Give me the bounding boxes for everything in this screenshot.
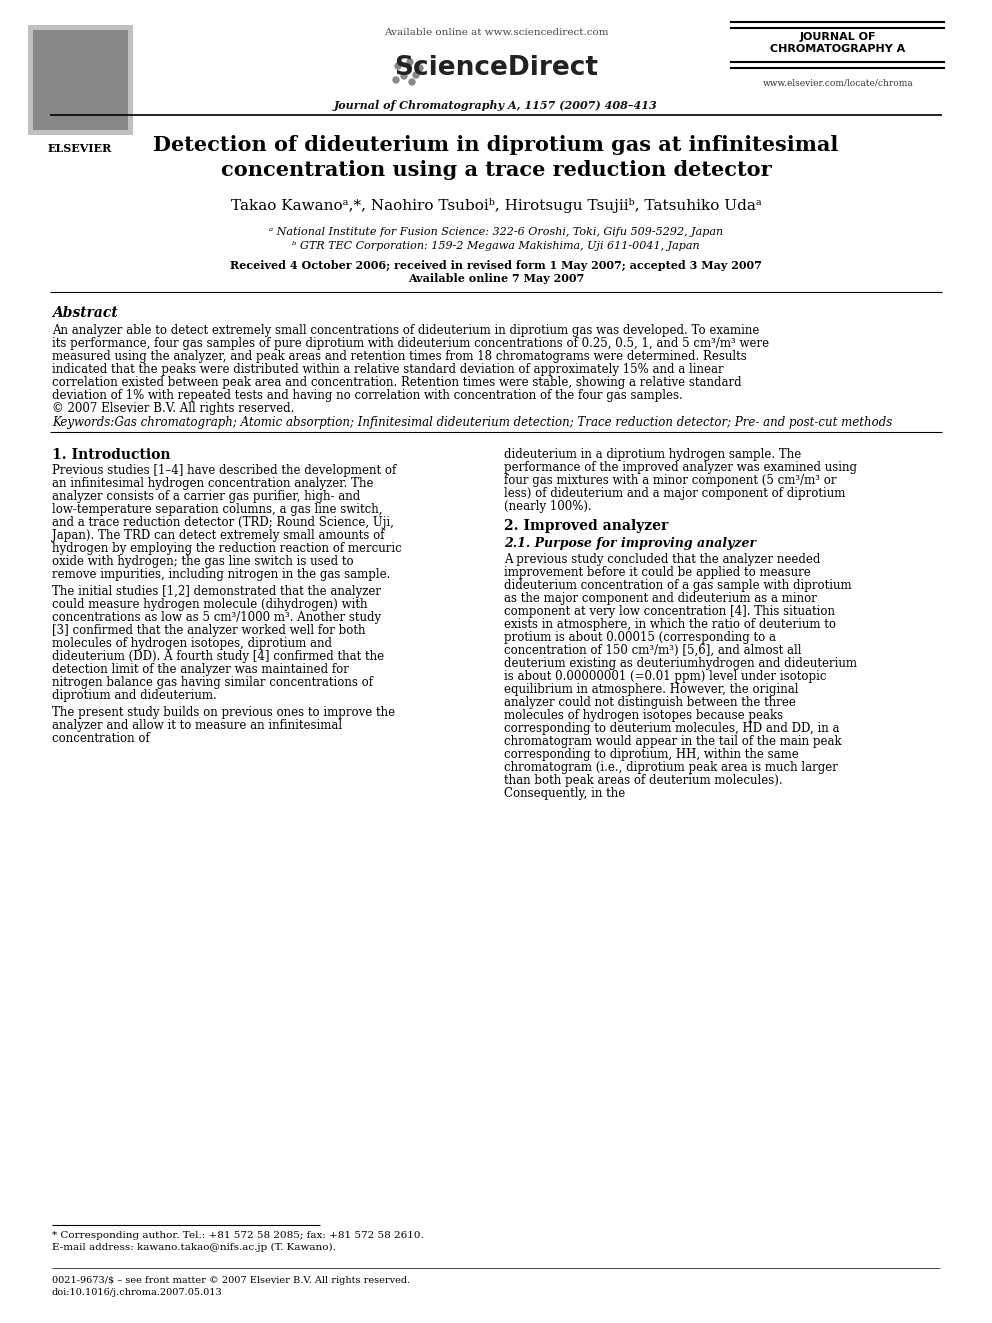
Text: Journal of Chromatography A, 1157 (2007) 408–413: Journal of Chromatography A, 1157 (2007)…: [334, 101, 658, 111]
Text: protium is about 0.00015 (corresponding to a: protium is about 0.00015 (corresponding …: [504, 631, 776, 644]
Text: component at very low concentration [4]. This situation: component at very low concentration [4].…: [504, 605, 835, 618]
Text: Received 4 October 2006; received in revised form 1 May 2007; accepted 3 May 200: Received 4 October 2006; received in rev…: [230, 261, 762, 271]
Circle shape: [395, 64, 401, 69]
Text: molecules of hydrogen isotopes, diprotium and: molecules of hydrogen isotopes, diprotiu…: [52, 636, 332, 650]
Text: doi:10.1016/j.chroma.2007.05.013: doi:10.1016/j.chroma.2007.05.013: [52, 1289, 223, 1297]
Text: an infinitesimal hydrogen concentration analyzer. The: an infinitesimal hydrogen concentration …: [52, 478, 374, 490]
Text: 0021-9673/$ – see front matter © 2007 Elsevier B.V. All rights reserved.: 0021-9673/$ – see front matter © 2007 El…: [52, 1275, 411, 1285]
Text: ScienceDirect: ScienceDirect: [394, 56, 598, 81]
Circle shape: [417, 65, 423, 71]
Circle shape: [401, 73, 407, 79]
Text: 2.1. Purpose for improving analyzer: 2.1. Purpose for improving analyzer: [504, 537, 756, 550]
Text: (nearly 100%).: (nearly 100%).: [504, 500, 592, 513]
Text: CHROMATOGRAPHY A: CHROMATOGRAPHY A: [771, 44, 906, 54]
Text: JOURNAL OF: JOURNAL OF: [800, 32, 876, 42]
Text: as the major component and dideuterium as a minor: as the major component and dideuterium a…: [504, 591, 816, 605]
Text: dideuterium in a diprotium hydrogen sample. The: dideuterium in a diprotium hydrogen samp…: [504, 448, 802, 460]
Text: less) of dideuterium and a major component of diprotium: less) of dideuterium and a major compone…: [504, 487, 845, 500]
Text: Japan). The TRD can detect extremely small amounts of: Japan). The TRD can detect extremely sma…: [52, 529, 385, 542]
Text: 2. Improved analyzer: 2. Improved analyzer: [504, 519, 669, 533]
Text: could measure hydrogen molecule (dihydrogen) with: could measure hydrogen molecule (dihydro…: [52, 598, 367, 611]
Text: chromatogram (i.e., diprotium peak area is much larger: chromatogram (i.e., diprotium peak area …: [504, 761, 838, 774]
Text: Available online at www.sciencedirect.com: Available online at www.sciencedirect.co…: [384, 28, 608, 37]
Text: Available online 7 May 2007: Available online 7 May 2007: [408, 273, 584, 284]
Text: dideuterium concentration of a gas sample with diprotium: dideuterium concentration of a gas sampl…: [504, 579, 851, 591]
Text: dideuterium (DD). A fourth study [4] confirmed that the: dideuterium (DD). A fourth study [4] con…: [52, 650, 384, 663]
Text: deviation of 1% with repeated tests and having no correlation with concentration: deviation of 1% with repeated tests and …: [52, 389, 682, 402]
Text: 1. Introduction: 1. Introduction: [52, 448, 171, 462]
Text: concentration of: concentration of: [52, 732, 150, 745]
Text: deuterium existing as deuteriumhydrogen and dideuterium: deuterium existing as deuteriumhydrogen …: [504, 658, 857, 669]
Text: hydrogen by employing the reduction reaction of mercuric: hydrogen by employing the reduction reac…: [52, 542, 402, 556]
Circle shape: [413, 71, 419, 78]
Text: Keywords:: Keywords:: [52, 415, 114, 429]
Text: performance of the improved analyzer was examined using: performance of the improved analyzer was…: [504, 460, 857, 474]
Text: concentration using a trace reduction detector: concentration using a trace reduction de…: [220, 160, 772, 180]
Text: analyzer consists of a carrier gas purifier, high- and: analyzer consists of a carrier gas purif…: [52, 490, 360, 503]
Text: Gas chromatograph; Atomic absorption; Infinitesimal dideuterium detection; Trace: Gas chromatograph; Atomic absorption; In…: [107, 415, 892, 429]
Text: corresponding to diprotium, HH, within the same: corresponding to diprotium, HH, within t…: [504, 747, 799, 761]
Text: remove impurities, including nitrogen in the gas sample.: remove impurities, including nitrogen in…: [52, 568, 391, 581]
Text: Previous studies [1–4] have described the development of: Previous studies [1–4] have described th…: [52, 464, 396, 478]
Text: © 2007 Elsevier B.V. All rights reserved.: © 2007 Elsevier B.V. All rights reserved…: [52, 402, 295, 415]
FancyBboxPatch shape: [33, 30, 128, 130]
Text: four gas mixtures with a minor component (5 cm³/m³ or: four gas mixtures with a minor component…: [504, 474, 836, 487]
Text: * Corresponding author. Tel.: +81 572 58 2085; fax: +81 572 58 2610.: * Corresponding author. Tel.: +81 572 58…: [52, 1230, 424, 1240]
Text: The present study builds on previous ones to improve the: The present study builds on previous one…: [52, 706, 395, 718]
Text: E-mail address: kawano.takao@nifs.ac.jp (T. Kawano).: E-mail address: kawano.takao@nifs.ac.jp …: [52, 1244, 336, 1252]
Text: its performance, four gas samples of pure diprotium with dideuterium concentrati: its performance, four gas samples of pur…: [52, 337, 769, 351]
Circle shape: [407, 60, 413, 65]
Text: measured using the analyzer, and peak areas and retention times from 18 chromato: measured using the analyzer, and peak ar…: [52, 351, 747, 363]
Text: The initial studies [1,2] demonstrated that the analyzer: The initial studies [1,2] demonstrated t…: [52, 585, 381, 598]
Text: indicated that the peaks were distributed within a relative standard deviation o: indicated that the peaks were distribute…: [52, 363, 723, 376]
Text: Consequently, in the: Consequently, in the: [504, 787, 625, 800]
Text: concentration of 150 cm³/m³) [5,6], and almost all: concentration of 150 cm³/m³) [5,6], and …: [504, 644, 802, 658]
Text: analyzer and allow it to measure an infinitesimal: analyzer and allow it to measure an infi…: [52, 718, 342, 732]
Text: A previous study concluded that the analyzer needed: A previous study concluded that the anal…: [504, 553, 820, 566]
Text: concentrations as low as 5 cm³/1000 m³. Another study: concentrations as low as 5 cm³/1000 m³. …: [52, 611, 381, 624]
Text: diprotium and dideuterium.: diprotium and dideuterium.: [52, 689, 216, 703]
FancyBboxPatch shape: [28, 25, 133, 135]
Text: ELSEVIER: ELSEVIER: [48, 143, 112, 153]
Circle shape: [409, 79, 415, 85]
Text: ᵇ GTR TEC Corporation: 159-2 Megawa Makishima, Uji 611-0041, Japan: ᵇ GTR TEC Corporation: 159-2 Megawa Maki…: [293, 241, 699, 251]
Text: oxide with hydrogen; the gas line switch is used to: oxide with hydrogen; the gas line switch…: [52, 556, 353, 568]
Circle shape: [393, 77, 399, 83]
Text: www.elsevier.com/locate/chroma: www.elsevier.com/locate/chroma: [763, 78, 914, 87]
Text: than both peak areas of deuterium molecules).: than both peak areas of deuterium molecu…: [504, 774, 783, 787]
Text: An analyzer able to detect extremely small concentrations of dideuterium in dipr: An analyzer able to detect extremely sma…: [52, 324, 759, 337]
Text: Abstract: Abstract: [52, 306, 118, 320]
Text: low-temperature separation columns, a gas line switch,: low-temperature separation columns, a ga…: [52, 503, 383, 516]
Text: and a trace reduction detector (TRD; Round Science, Uji,: and a trace reduction detector (TRD; Rou…: [52, 516, 394, 529]
Text: corresponding to deuterium molecules, HD and DD, in a: corresponding to deuterium molecules, HD…: [504, 722, 839, 736]
Text: analyzer could not distinguish between the three: analyzer could not distinguish between t…: [504, 696, 796, 709]
Text: equilibrium in atmosphere. However, the original: equilibrium in atmosphere. However, the …: [504, 683, 799, 696]
Text: detection limit of the analyzer was maintained for: detection limit of the analyzer was main…: [52, 663, 349, 676]
Text: ᵃ National Institute for Fusion Science: 322-6 Oroshi, Toki, Gifu 509-5292, Japa: ᵃ National Institute for Fusion Science:…: [269, 228, 723, 237]
Text: chromatogram would appear in the tail of the main peak: chromatogram would appear in the tail of…: [504, 736, 841, 747]
Text: [3] confirmed that the analyzer worked well for both: [3] confirmed that the analyzer worked w…: [52, 624, 365, 636]
Text: nitrogen balance gas having similar concentrations of: nitrogen balance gas having similar conc…: [52, 676, 373, 689]
Text: molecules of hydrogen isotopes because peaks: molecules of hydrogen isotopes because p…: [504, 709, 783, 722]
Text: exists in atmosphere, in which the ratio of deuterium to: exists in atmosphere, in which the ratio…: [504, 618, 836, 631]
Text: improvement before it could be applied to measure: improvement before it could be applied t…: [504, 566, 810, 579]
Text: is about 0.00000001 (=0.01 ppm) level under isotopic: is about 0.00000001 (=0.01 ppm) level un…: [504, 669, 826, 683]
Text: correlation existed between peak area and concentration. Retention times were st: correlation existed between peak area an…: [52, 376, 742, 389]
Text: Takao Kawanoᵃ,*, Naohiro Tsuboiᵇ, Hirotsugu Tsujiiᵇ, Tatsuhiko Udaᵃ: Takao Kawanoᵃ,*, Naohiro Tsuboiᵇ, Hirots…: [230, 198, 762, 213]
Text: Detection of dideuterium in diprotium gas at infinitesimal: Detection of dideuterium in diprotium ga…: [154, 135, 838, 155]
